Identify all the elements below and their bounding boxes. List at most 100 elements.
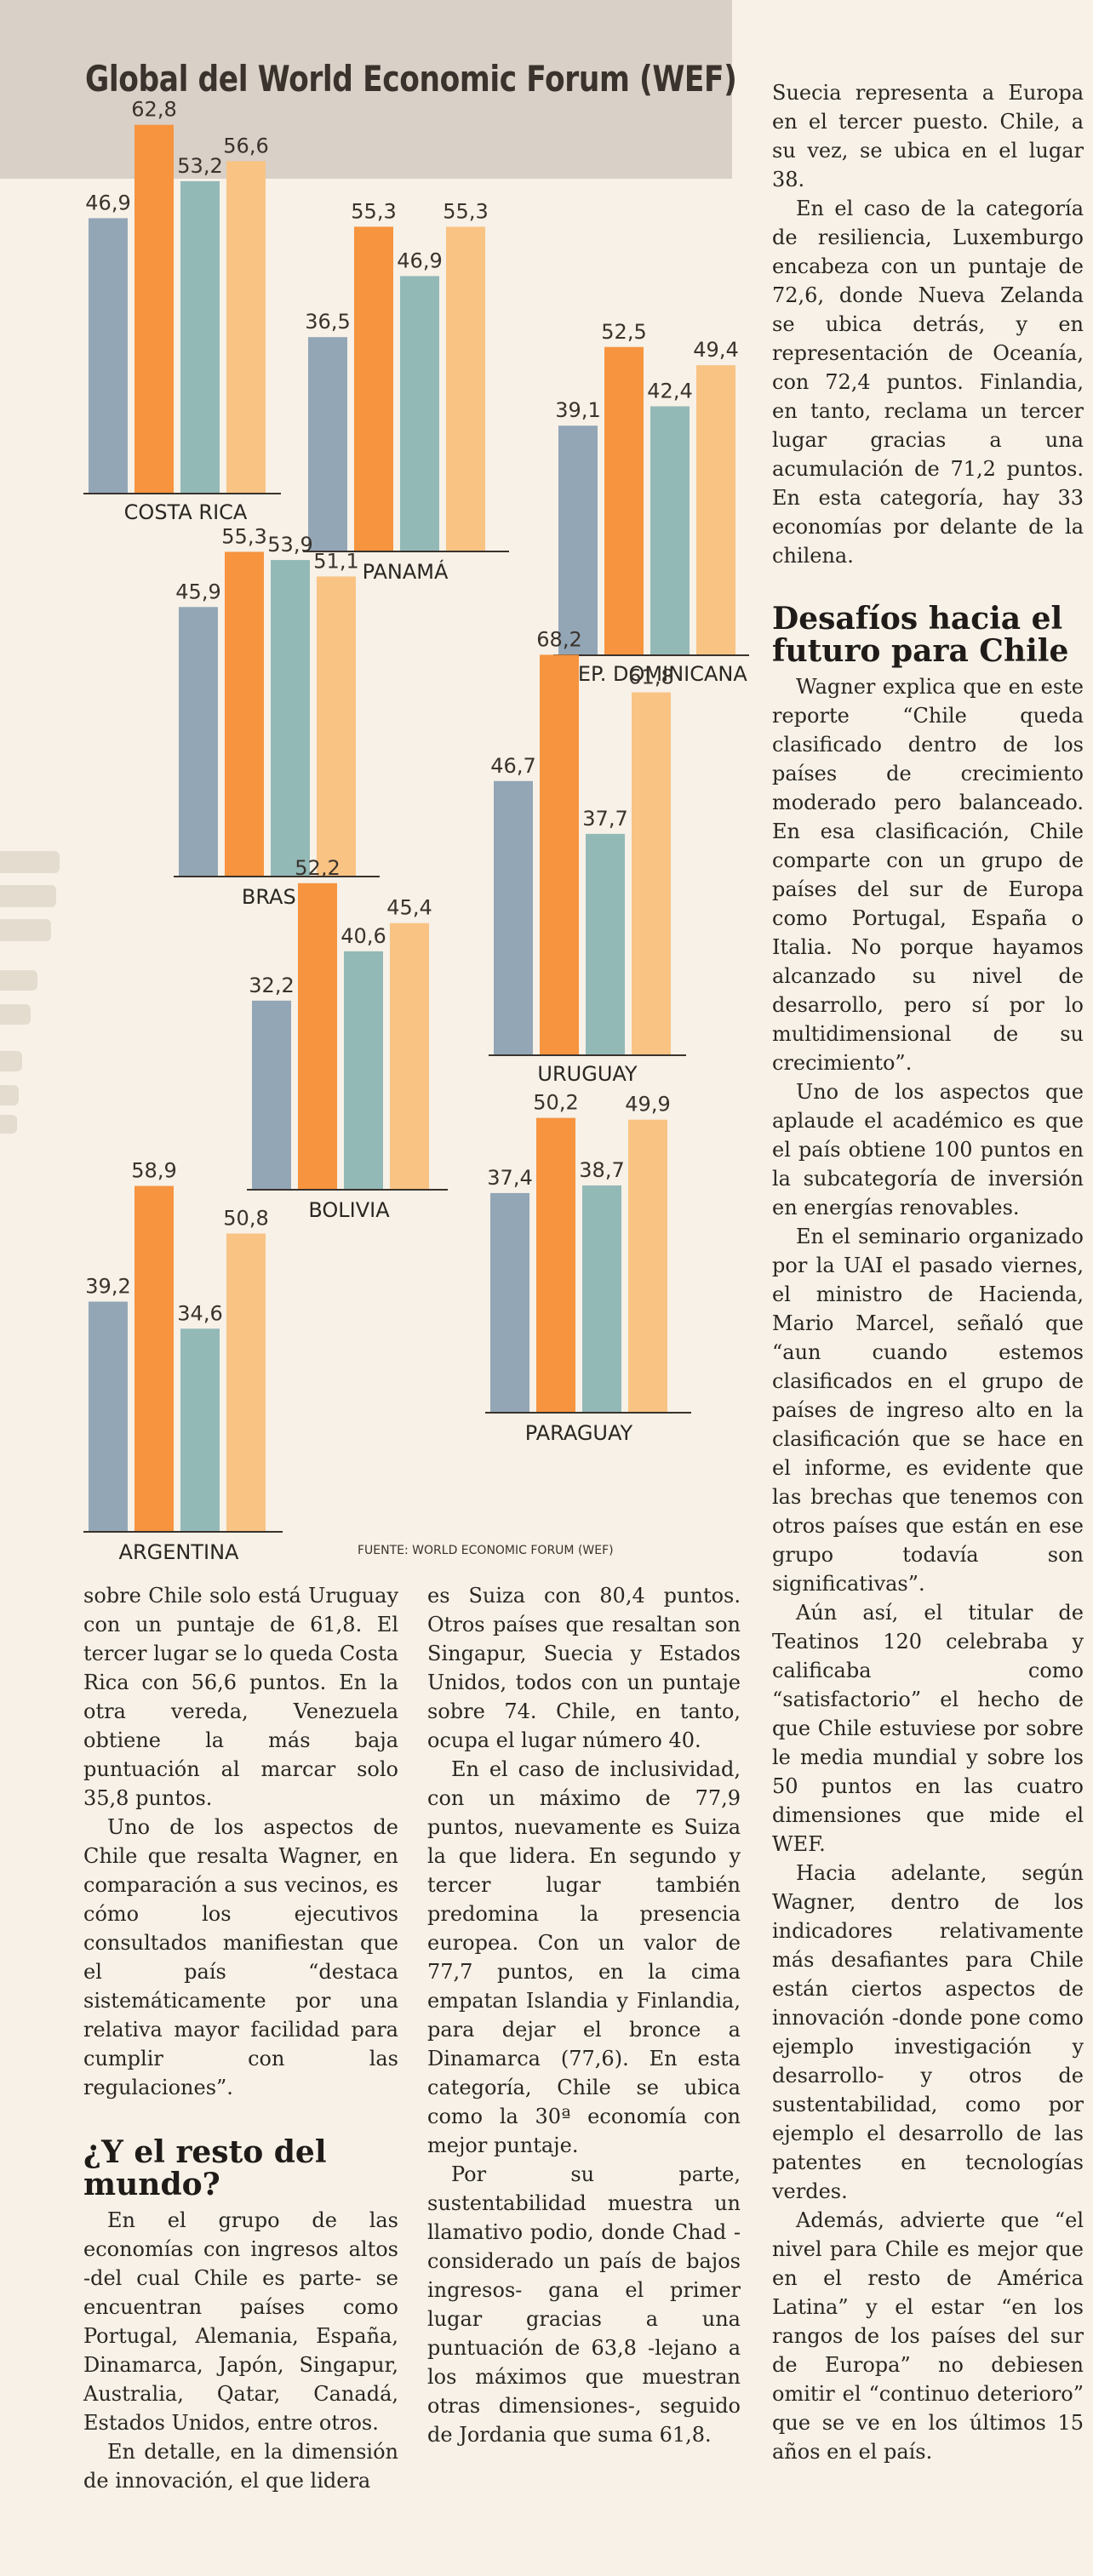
chart-value-label: 56,6 — [223, 134, 268, 157]
paragraph: Hacia adelante, según Wagner, dentro de … — [772, 1861, 1084, 2203]
paragraph: Aún así, el titular de Teatinos 120 cele… — [772, 1601, 1084, 1856]
chart-value-label: 55,3 — [221, 524, 266, 548]
chart-source: FUENTE: WORLD ECONOMIC FORUM (WEF) — [358, 1544, 614, 1557]
chart-bar — [179, 607, 218, 877]
chart-bar — [650, 406, 690, 655]
chart-bar — [308, 337, 347, 551]
chart-bar — [540, 654, 579, 1055]
decorative-bar — [0, 1051, 22, 1071]
chart-value-label: 49,4 — [693, 338, 738, 362]
chart-value-label: 46,9 — [397, 248, 442, 272]
article-column-1: sobre Chile solo está Uruguay con un pun… — [83, 1581, 398, 2495]
chart-value-label: 58,9 — [131, 1159, 176, 1183]
paragraph: En el grupo de las economías con ingreso… — [83, 2208, 398, 2435]
paragraph: sobre Chile solo está Uruguay con un pun… — [83, 1584, 398, 1810]
chart-bar — [226, 161, 266, 494]
chart-bar — [252, 1000, 291, 1190]
chart-bar — [180, 1328, 220, 1532]
chart-value-label: 53,9 — [267, 533, 312, 557]
chart-bar — [582, 1185, 621, 1413]
header-band: Global del World Economic Forum (WEF) — [0, 0, 737, 179]
paragraph: Uno de los aspectos que aplaude el acadé… — [772, 1080, 1084, 1219]
chart-bar — [271, 560, 310, 877]
chart-bar — [632, 692, 671, 1055]
chart-bar — [390, 922, 429, 1190]
chart-category-label: ARGENTINA — [119, 1540, 240, 1564]
chart-value-label: 61,8 — [628, 665, 673, 689]
chart-bar — [317, 576, 356, 877]
chart-value-label: 50,2 — [533, 1091, 578, 1115]
article-column-3: Suecia representa a Europa en el tercer … — [772, 78, 1084, 2466]
chart-value-label: 52,5 — [601, 320, 646, 344]
chart-value-label: 34,6 — [177, 1301, 222, 1325]
chart-value-label: 32,2 — [249, 974, 294, 997]
chart-value-label: 55,3 — [443, 199, 488, 223]
chart-value-label: 37,4 — [487, 1166, 532, 1190]
chart-category-label: PANAMÁ — [363, 559, 449, 584]
chart-bar — [558, 426, 598, 655]
paragraph: Por su parte, sustentabilidad muestra un… — [427, 2162, 741, 2447]
chart-value-label: 36,5 — [305, 310, 350, 334]
paragraph: En detalle, en la dimensión de innovació… — [83, 2440, 398, 2493]
chart-value-label: 39,1 — [555, 398, 600, 422]
chart-category-label: COSTA RICA — [124, 500, 248, 524]
chart-bar — [696, 365, 735, 655]
chart-bar — [298, 882, 337, 1190]
chart-bar — [490, 1192, 529, 1413]
decorative-bar — [0, 1004, 31, 1025]
chart-bar — [226, 1233, 266, 1532]
chart-value-label: 42,4 — [647, 379, 692, 403]
paragraph: es Suiza con 80,4 puntos. Otros países q… — [427, 1584, 741, 1752]
bar-chart: 46,9 62,8 53,256,6 COSTA RICA 36,5 55,3 46,9 55… — [83, 98, 749, 1564]
chart-value-label: 38,7 — [579, 1158, 624, 1182]
chart-bar — [536, 1117, 575, 1413]
decorative-bar — [0, 970, 37, 991]
chart-bar — [446, 226, 485, 551]
chart-category-label: REP. DOMINICANA — [564, 662, 747, 686]
chart-value-label: 45,4 — [386, 896, 432, 920]
chart-bar — [180, 180, 220, 494]
chart-value-label: 68,2 — [536, 627, 581, 651]
chart-bar — [225, 551, 264, 877]
chart-category-label: BOLIVIA — [308, 1198, 390, 1222]
chart-value-label: 39,2 — [85, 1275, 130, 1299]
subheading: Desafíos hacia el futuro para Chile — [772, 601, 1069, 669]
paragraph: Uno de los aspectos de Chile que resalta… — [83, 1815, 398, 2099]
chart-bar — [344, 951, 383, 1190]
chart-title: Global del World Economic Forum (WEF) — [85, 58, 737, 100]
chart-bar — [134, 124, 174, 494]
chart-value-label: 49,9 — [625, 1093, 670, 1117]
paragraph: Además, advierte que “el nivel para Chil… — [772, 2208, 1084, 2464]
paragraph: Wagner explica que en este reporte “Chil… — [772, 675, 1084, 1075]
chart-bar — [134, 1185, 174, 1532]
chart-value-label: 52,2 — [295, 856, 340, 880]
chart-value-label: 55,3 — [351, 199, 396, 223]
chart-value-label: 46,7 — [490, 754, 535, 778]
paragraph: En el caso de inclusividad, con un máxim… — [427, 1757, 741, 2157]
paragraph: Suecia representa a Europa en el tercer … — [772, 81, 1084, 191]
chart-bar — [354, 226, 393, 551]
decorative-bar — [0, 885, 56, 907]
chart-value-label: 40,6 — [340, 924, 386, 948]
paragraph: En el seminario organizado por la UAI el… — [772, 1225, 1084, 1596]
decorative-bar — [0, 851, 60, 873]
chart-value-label: 51,1 — [313, 549, 358, 573]
chart-value-label: 46,9 — [85, 191, 130, 214]
chart-category-label: URUGUAY — [537, 1062, 638, 1086]
article-column-2: es Suiza con 80,4 puntos. Otros países q… — [427, 1581, 741, 2449]
decorative-bar — [0, 919, 51, 941]
chart-value-label: 62,8 — [131, 98, 176, 122]
chart-bar — [400, 276, 439, 551]
chart-bar — [494, 780, 533, 1055]
chart-bar — [89, 1301, 128, 1532]
subheading: ¿Y el resto del mundo? — [83, 2134, 327, 2202]
chart-value-label: 50,8 — [223, 1206, 268, 1230]
decorative-bar — [0, 1115, 17, 1134]
chart-bar — [628, 1119, 667, 1413]
chart-category-label: PARAGUAY — [525, 1421, 633, 1445]
chart-bar — [604, 346, 644, 655]
chart-bar — [586, 833, 625, 1055]
chart-value-label: 45,9 — [175, 580, 220, 603]
chart-value-label: 53,2 — [177, 154, 222, 178]
chart-value-label: 37,7 — [582, 807, 627, 831]
